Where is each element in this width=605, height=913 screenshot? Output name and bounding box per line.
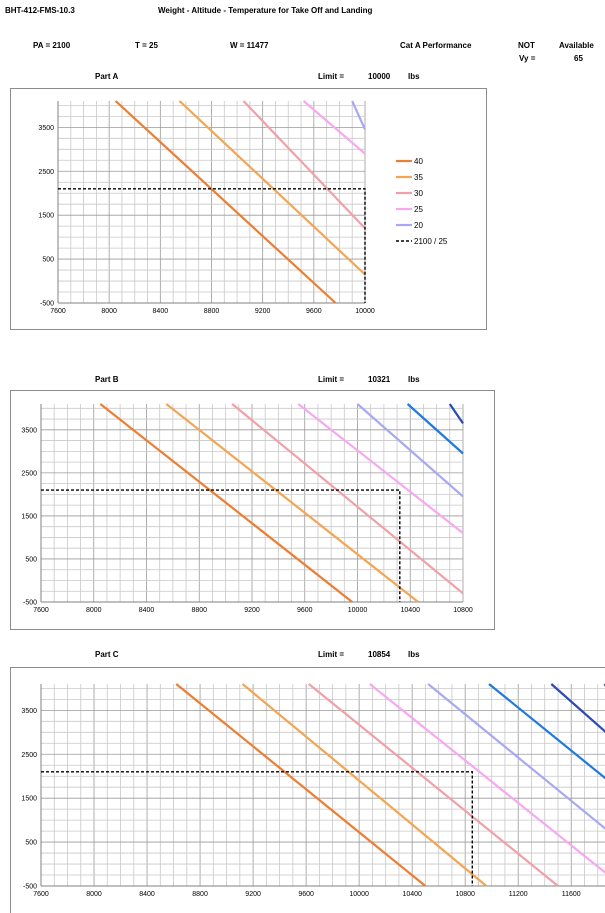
series-line-35 <box>165 403 419 603</box>
part-c-label: Part C <box>95 650 119 659</box>
x-tick-label: 8800 <box>192 891 208 898</box>
x-tick-label: 11200 <box>509 891 528 898</box>
series-line-25 <box>369 683 605 874</box>
t-value: T = 25 <box>135 41 158 50</box>
series-line-20 <box>427 683 605 830</box>
part-b-unit: lbs <box>408 375 420 384</box>
y-tick-label: 3500 <box>38 125 54 132</box>
part-b-limit-label: Limit = <box>318 375 345 384</box>
x-tick-label: 9600 <box>298 891 314 898</box>
vy-label: Vy = <box>519 54 536 63</box>
legend-label: 2100 / 25 <box>414 237 448 246</box>
series-line-30 <box>231 403 464 595</box>
x-tick-label: 9600 <box>297 607 313 614</box>
series-line-20 <box>356 403 464 498</box>
x-tick-label: 10000 <box>349 891 369 898</box>
x-tick-label: 8000 <box>86 891 102 898</box>
not-label: NOT <box>518 41 535 50</box>
part-a-unit: lbs <box>408 72 420 81</box>
x-tick-label: 7600 <box>50 308 66 315</box>
legend-label: 35 <box>414 173 423 182</box>
series-line-40 <box>114 100 337 304</box>
part-c-limit-value: 10854 <box>368 650 391 659</box>
x-tick-label: 10800 <box>453 607 473 614</box>
y-tick-label: 1500 <box>21 513 37 520</box>
x-tick-label: 7600 <box>33 607 49 614</box>
series-line-35 <box>178 100 366 276</box>
part-c-unit: lbs <box>408 650 420 659</box>
part-a-limit-value: 10000 <box>368 72 391 81</box>
series-line-35 <box>241 683 488 887</box>
x-tick-label: 8800 <box>191 607 207 614</box>
series-line-10 <box>550 683 605 733</box>
x-tick-label: 8800 <box>204 308 220 315</box>
legend-label: 30 <box>414 189 423 198</box>
legend-label: 25 <box>414 205 423 214</box>
x-tick-label: 10000 <box>355 308 375 315</box>
series-line-2100-25 <box>58 188 366 303</box>
chart-part-b-svg: 7600 8000 8400 8800 9200 9600 10000 10400 10800 -… <box>21 403 473 614</box>
available-label: Available <box>559 41 594 50</box>
series-line-40 <box>99 403 353 603</box>
x-tick-label: 7600 <box>33 891 49 898</box>
y-tick-label: -500 <box>23 884 37 891</box>
chart-part-a-svg: 7600 8000 8400 8800 9200 9600 10000 -500 500 1500… <box>38 100 448 315</box>
part-c-limit-label: Limit = <box>318 650 345 659</box>
legend-label: 20 <box>414 221 423 230</box>
y-tick-label: 3500 <box>21 708 37 715</box>
cat-a-label: Cat A Performance <box>400 41 472 50</box>
series-line-15 <box>406 403 464 455</box>
doc-id: BHT-412-FMS-10.3 <box>5 6 75 15</box>
grid <box>40 404 464 603</box>
x-tick-label: 8400 <box>139 607 155 614</box>
x-tick-label: 9200 <box>244 607 260 614</box>
part-b-limit-value: 10321 <box>368 375 391 384</box>
series-line-20 <box>351 100 367 130</box>
x-tick-label: 11600 <box>562 891 581 898</box>
y-tick-label: 3500 <box>21 427 37 434</box>
series-line-40 <box>175 683 427 887</box>
x-tick-label: 9600 <box>306 308 322 315</box>
y-tick-label: 500 <box>25 840 37 847</box>
vy-value: 65 <box>574 54 583 63</box>
page-title: Weight - Altitude - Temperature for Take… <box>158 6 373 15</box>
x-tick-label: 9200 <box>255 308 271 315</box>
chart-part-c-svg: 7600 8000 8400 8800 9200 9600 10000 10400 10800 1… <box>21 683 605 898</box>
y-tick-label: 1500 <box>38 213 54 220</box>
x-tick-label: 10400 <box>401 607 421 614</box>
series-line-10 <box>448 403 464 425</box>
legend-label: 40 <box>414 157 423 166</box>
pa-value: PA = 2100 <box>33 41 71 50</box>
part-a-limit-label: Limit = <box>318 72 345 81</box>
series-line-25 <box>302 100 366 155</box>
y-tick-label: 2500 <box>38 169 54 176</box>
x-tick-label: 10800 <box>455 891 475 898</box>
series-line-2100-25 <box>41 771 473 886</box>
chart-part-b: 7600 8000 8400 8800 9200 9600 10000 10400 10800 -… <box>10 390 495 630</box>
part-b-label: Part B <box>95 375 119 384</box>
x-tick-label: 10000 <box>348 607 368 614</box>
series-line-30 <box>308 683 559 887</box>
chart-part-c: 7600 8000 8400 8800 9200 9600 10000 10400 10800 1… <box>10 667 605 913</box>
x-tick-label: 8000 <box>86 607 102 614</box>
series-line-15 <box>488 683 605 780</box>
series-line-25 <box>297 403 464 534</box>
chart-part-a: 7600 8000 8400 8800 9200 9600 10000 -500 500 1500… <box>10 88 487 330</box>
y-tick-label: 2500 <box>21 470 37 477</box>
x-tick-label: 8400 <box>153 308 169 315</box>
series-line-30 <box>242 100 366 230</box>
x-tick-label: 10400 <box>402 891 422 898</box>
y-tick-label: 1500 <box>21 796 37 803</box>
y-tick-label: 2500 <box>21 752 37 759</box>
y-tick-label: 500 <box>42 257 54 264</box>
x-tick-label: 8400 <box>139 891 155 898</box>
part-a-label: Part A <box>95 72 119 81</box>
x-tick-label: 8000 <box>101 308 117 315</box>
w-value: W = 11477 <box>230 41 269 50</box>
y-tick-label: -500 <box>23 600 37 607</box>
y-tick-label: 500 <box>25 556 37 563</box>
x-tick-label: 9200 <box>245 891 261 898</box>
y-tick-label: -500 <box>40 301 54 308</box>
